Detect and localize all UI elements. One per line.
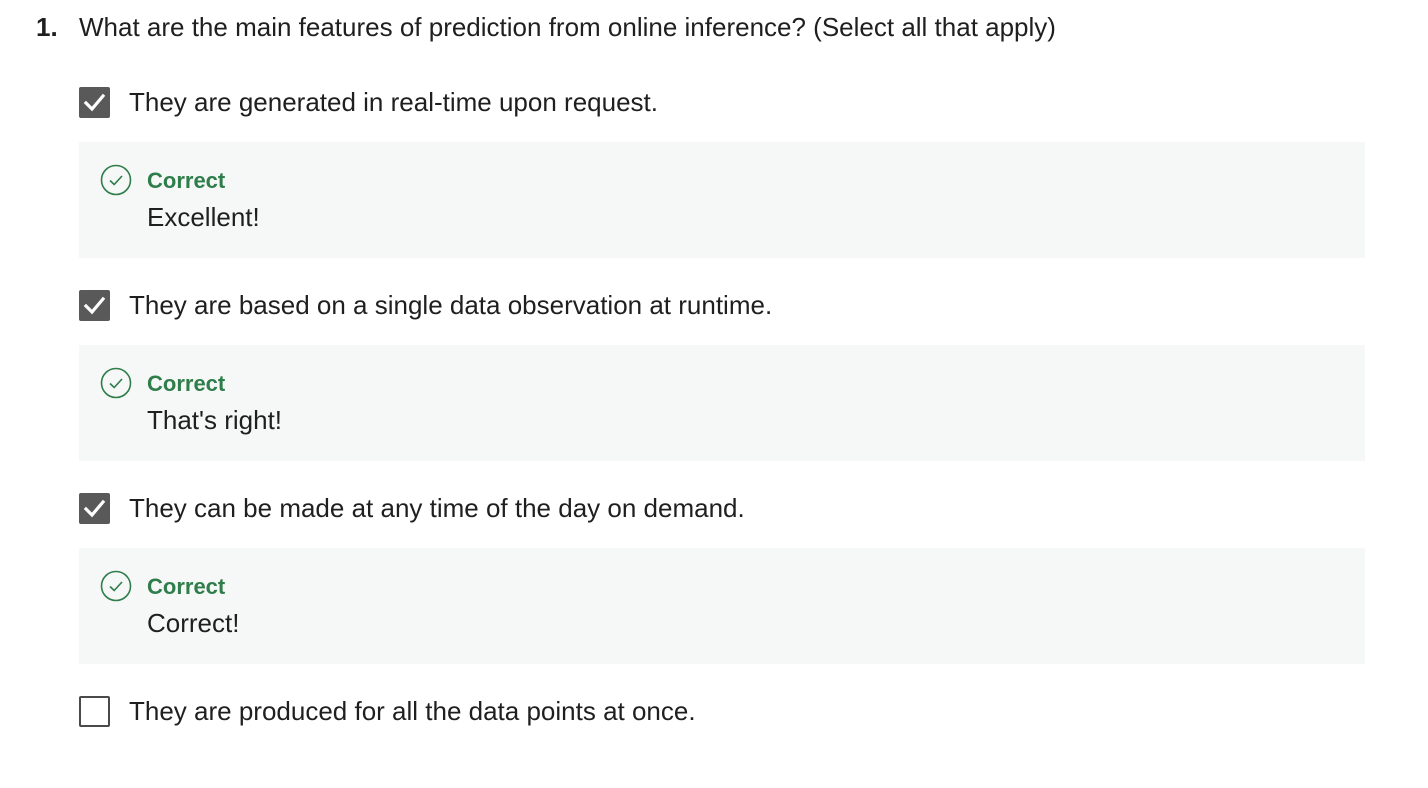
checkbox-checked[interactable]	[79, 86, 110, 118]
checkbox-checked[interactable]	[79, 492, 110, 524]
feedback-message: Excellent!	[147, 202, 260, 232]
option-label: They are based on a single data observat…	[129, 289, 773, 320]
question-text: What are the main features of prediction…	[79, 11, 1056, 42]
checkmark-icon	[83, 93, 106, 111]
feedback-message: That's right!	[147, 405, 283, 435]
option-label: They are produced for all the data point…	[129, 695, 696, 726]
check-circle-icon	[100, 164, 132, 196]
checkbox-unchecked[interactable]	[79, 695, 110, 727]
question-number: 1.	[36, 11, 58, 42]
feedback-status: Correct	[147, 168, 226, 193]
checkbox-checked[interactable]	[79, 289, 110, 321]
check-circle-icon	[100, 570, 132, 602]
feedback-status: Correct	[147, 371, 226, 396]
option-checkbox-4[interactable]: They are produced for all the data point…	[79, 694, 696, 728]
option-checkbox-3[interactable]: They can be made at any time of the day …	[79, 491, 745, 525]
feedback-message: Correct!	[147, 608, 240, 638]
checkmark-icon	[83, 499, 106, 517]
feedback-panel: Correct Correct!	[79, 548, 1365, 664]
feedback-status: Correct	[147, 574, 226, 599]
option-checkbox-2[interactable]: They are based on a single data observat…	[79, 288, 772, 322]
feedback-panel: Correct Excellent!	[79, 142, 1365, 258]
check-circle-icon	[100, 367, 132, 399]
feedback-panel: Correct That's right!	[79, 345, 1365, 461]
option-label: They can be made at any time of the day …	[129, 492, 745, 523]
checkmark-icon	[83, 296, 106, 314]
option-label: They are generated in real-time upon req…	[129, 86, 658, 117]
option-checkbox-1[interactable]: They are generated in real-time upon req…	[79, 85, 658, 119]
question-prompt: 1. What are the main features of predict…	[36, 8, 1056, 46]
